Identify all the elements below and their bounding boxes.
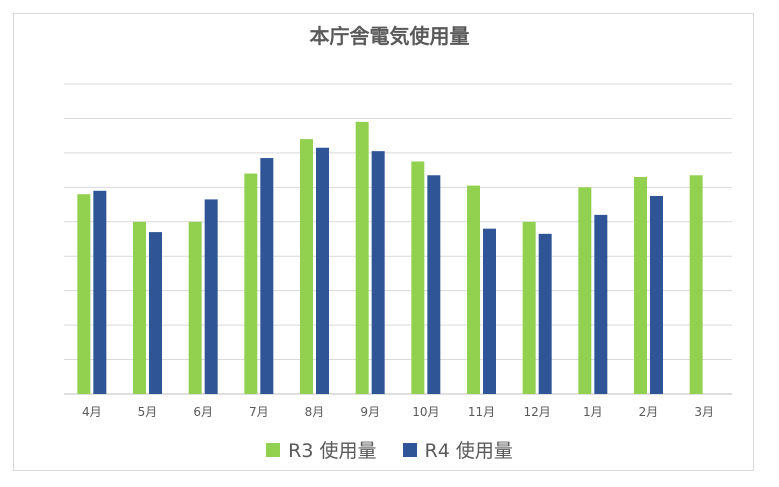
x-tick-label: 10月	[412, 405, 439, 419]
chart-title: 本庁舎電気使用量	[309, 24, 470, 48]
bar-r3-1	[77, 194, 91, 394]
bar-r4-8	[483, 228, 496, 394]
bar-r4-6	[371, 151, 385, 394]
bar-r4-10	[594, 214, 608, 394]
bar-r3-10	[578, 187, 592, 394]
bar-r4-5	[316, 147, 329, 394]
bar-r4-7	[427, 175, 441, 394]
x-tick-label: 6月	[193, 405, 213, 419]
bar-r3-12	[689, 175, 703, 394]
legend-swatch-r3	[266, 442, 281, 457]
x-tick-label: 3月	[694, 405, 714, 419]
legend-swatch-r4	[402, 442, 417, 457]
x-tick-label: 1月	[583, 405, 603, 419]
x-tick-label: 5月	[138, 405, 158, 419]
bar-r3-3	[188, 221, 202, 394]
bar-r4-4	[260, 158, 274, 394]
x-tick-labels: 4月 5月 6月 7月 8月 9月 10月 11月 12月 1月 2月 3月	[82, 405, 714, 419]
x-tick-label: 12月	[524, 405, 551, 419]
x-tick-label: 11月	[468, 405, 495, 419]
legend-label-r4: R4 使用量	[424, 440, 513, 462]
bar-r3-5	[300, 139, 313, 394]
bar-r3-7	[411, 161, 425, 394]
bar-r4-3	[204, 199, 218, 394]
gridlines	[64, 83, 732, 395]
bar-r4-2	[149, 232, 162, 394]
x-tick-label: 2月	[639, 405, 659, 419]
x-tick-label: 4月	[82, 405, 102, 419]
x-tick-label: 9月	[360, 405, 380, 419]
legend-label-r3: R3 使用量	[288, 440, 377, 462]
bar-r3-8	[467, 185, 480, 394]
bar-r3-4	[244, 173, 258, 394]
bars	[77, 121, 703, 394]
bar-r3-9	[522, 221, 536, 394]
bar-r4-11	[650, 195, 663, 394]
bar-r4-9	[538, 233, 552, 394]
bar-r4-1	[93, 190, 107, 394]
bar-r3-6	[355, 121, 369, 394]
legend-item-r4: R4 使用量	[402, 436, 513, 463]
legend: R3 使用量 R4 使用量	[0, 436, 779, 463]
bar-r3-11	[634, 177, 647, 394]
x-tick-label: 7月	[249, 405, 269, 419]
legend-item-r3: R3 使用量	[266, 436, 377, 463]
bar-r3-2	[133, 221, 146, 394]
x-tick-label: 8月	[305, 405, 325, 419]
